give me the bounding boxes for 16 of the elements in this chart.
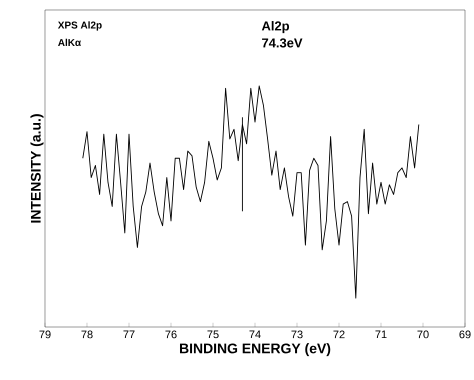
x-tick-label: 75 bbox=[207, 330, 219, 338]
x-tick-label: 70 bbox=[417, 330, 429, 338]
x-tick-label: 69 bbox=[459, 330, 471, 338]
x-tick-label: 72 bbox=[333, 330, 345, 338]
text: AlKα bbox=[58, 38, 81, 46]
x-tick-label: 71 bbox=[375, 330, 387, 338]
x-tick-label: 78 bbox=[81, 330, 93, 338]
text: XPS Al2p bbox=[58, 21, 102, 31]
x-axis-title: BINDING ENERGY (eV) bbox=[180, 343, 330, 356]
x-tick-label: 77 bbox=[123, 330, 135, 338]
y-axis-title: INTENSITY (a.u.) bbox=[30, 114, 44, 223]
x-tick-label: 73 bbox=[291, 330, 303, 338]
x-tick-label: 76 bbox=[165, 330, 177, 338]
x-tick-label: 79 bbox=[39, 330, 51, 338]
x-tick-label: 74 bbox=[249, 330, 261, 338]
ref-line-label: Al2p 74.3eV bbox=[262, 21, 302, 48]
